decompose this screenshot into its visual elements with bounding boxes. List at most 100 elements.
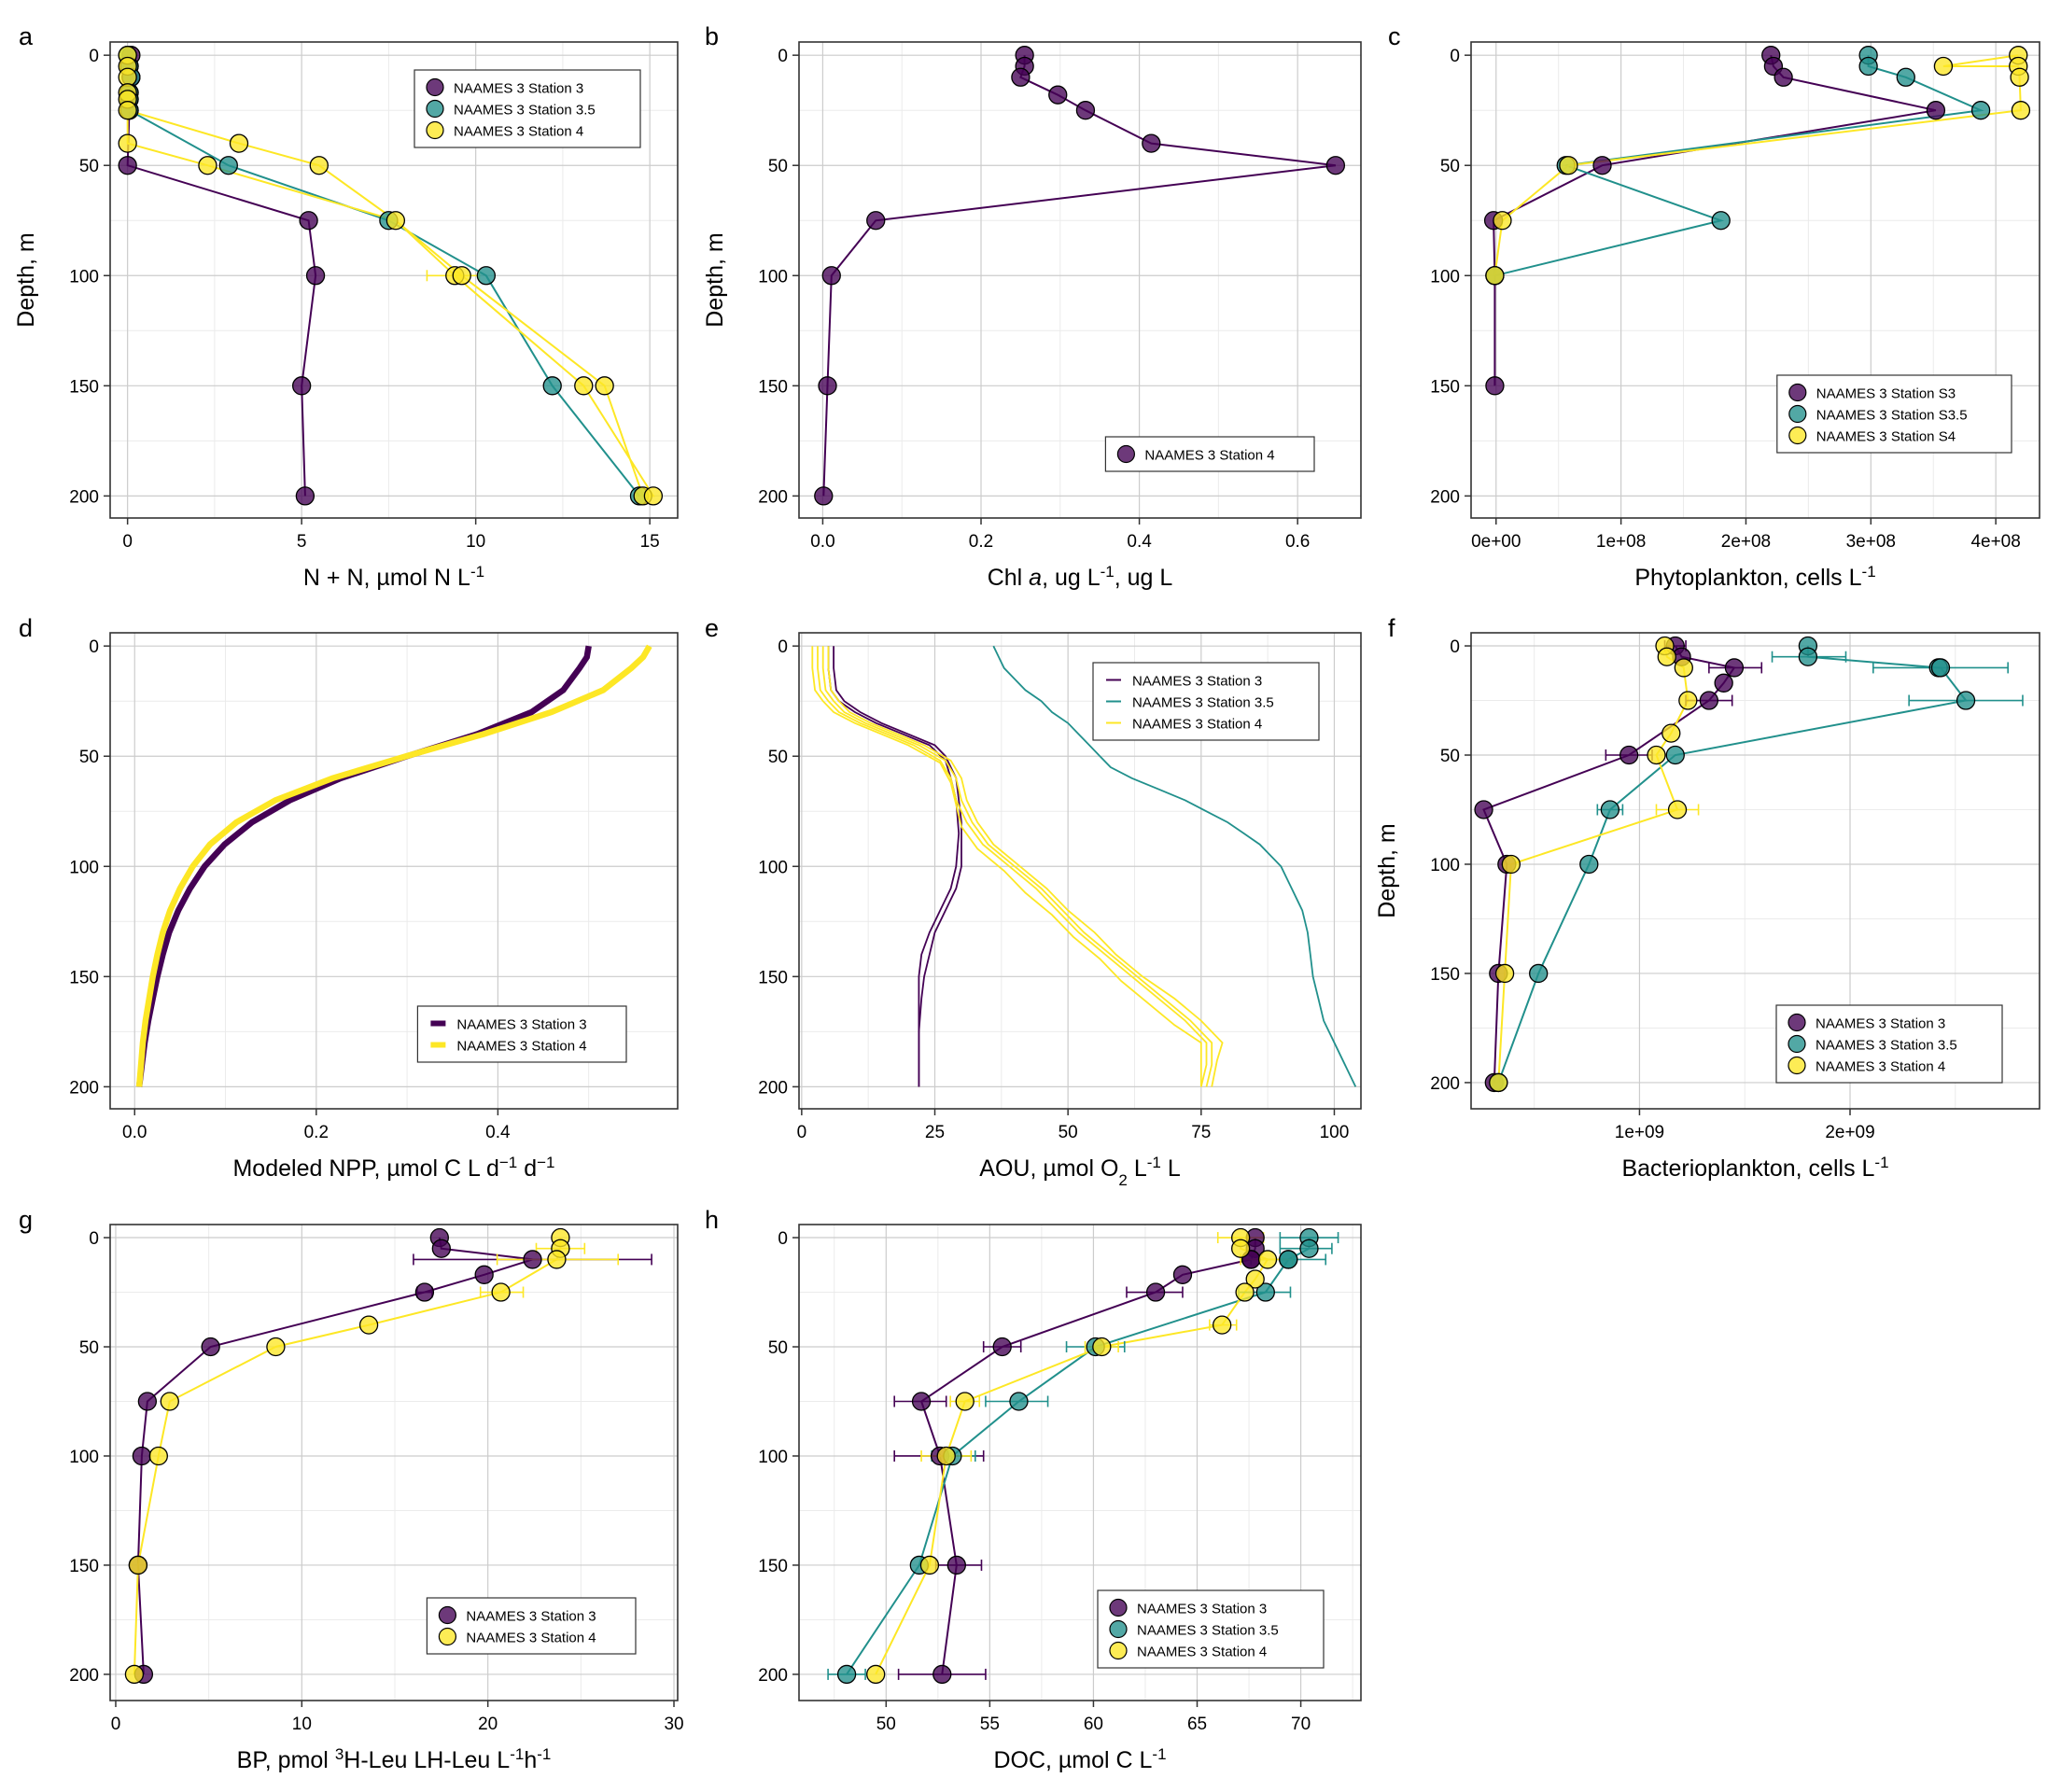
legend-key (1788, 1056, 1806, 1075)
data-point-f-0 (1619, 745, 1639, 765)
data-point-g-1 (547, 1250, 567, 1269)
data-point-f-0 (1474, 800, 1493, 819)
legend-key (1788, 426, 1807, 445)
data-point-f-1 (1930, 658, 1951, 678)
data-point-b-0 (814, 486, 834, 506)
legend-label: NAAMES 3 Station 3 (1137, 1602, 1267, 1617)
x-axis-label-part: −1 (537, 1154, 554, 1171)
x-tick-label: 1e+09 (1615, 1123, 1664, 1142)
data-point-g-1 (124, 1664, 145, 1685)
data-point-g-0 (523, 1250, 542, 1269)
data-point-g-1 (266, 1337, 286, 1357)
series-line-e-0 (833, 646, 962, 1087)
grid (799, 1225, 1361, 1701)
axes: 0.0 0.2 0.4 0 50 100 150 200 Modeled NPP, µmol C… (69, 637, 554, 1182)
x-tick-label: 10 (466, 532, 485, 552)
data-point-b-0 (1142, 133, 1161, 153)
data-point-a-0 (118, 156, 137, 175)
data-point-c-2 (1485, 266, 1505, 286)
x-tick-label: 50 (1059, 1123, 1078, 1142)
data-point-f-2 (1674, 658, 1693, 678)
panel-label: e (705, 614, 719, 642)
data-point-a-2 (574, 376, 594, 396)
data-point-h-1 (1299, 1239, 1319, 1258)
plot-area (1474, 636, 2024, 1093)
series-line-e-2 (811, 646, 1202, 1087)
y-tick-label: 0 (778, 637, 788, 657)
panel-label: a (19, 22, 34, 50)
data-point-f-0 (1714, 673, 1733, 693)
legend-label: NAAMES 3 Station 3.5 (1137, 1623, 1279, 1639)
legend-box (414, 69, 641, 148)
y-tick-label: 100 (69, 267, 99, 287)
data-point-b-0 (1075, 101, 1096, 120)
data-point-f-2 (1678, 691, 1698, 710)
legend-c: NAAMES 3 Station S3 NAAMES 3 Station S3.5… (1776, 374, 2012, 454)
y-tick-label: 0 (778, 1229, 788, 1249)
data-point-f-2 (1657, 647, 1676, 666)
x-axis-label: DOC, µmol C L-1 (993, 1745, 1166, 1774)
grid (799, 42, 1361, 518)
y-axis-label: Depth, m (702, 232, 728, 327)
series-line-d-0 (135, 645, 592, 1087)
data-point-g-0 (201, 1337, 220, 1357)
plot-frame (798, 1224, 1362, 1701)
x-axis-label-part: 2 (1118, 1171, 1127, 1189)
panel-e: e 0 25 50 75 100 0 50 100 150 200 AOU, µmol O2 L-1 … (705, 614, 1362, 1189)
x-tick-label: 20 (478, 1715, 498, 1734)
x-axis-label-part: h (524, 1747, 537, 1773)
y-tick-label: 100 (758, 1448, 788, 1467)
data-point-a-2 (118, 101, 137, 120)
x-tick-label: 100 (1320, 1123, 1350, 1142)
x-axis-label-part: a (1029, 565, 1042, 591)
y-tick-label: 200 (69, 1666, 99, 1686)
data-point-a-2 (595, 376, 614, 396)
y-tick-label: 0 (89, 1229, 99, 1249)
x-axis-label: Modeled NPP, µmol C L d−1 d−1 (232, 1154, 554, 1183)
panel-label: b (705, 22, 719, 50)
data-point-a-2 (452, 266, 471, 286)
legend-box (1092, 662, 1320, 741)
y-tick-label: 100 (69, 1448, 99, 1467)
data-point-h-0 (992, 1337, 1012, 1357)
legend-key (438, 1627, 456, 1646)
axes: 1e+09 2e+09 0 50 100 150 200 Bacterioplankton, … (1374, 637, 1889, 1182)
data-point-c-0 (1774, 67, 1793, 87)
data-point-f-1 (1665, 745, 1685, 765)
data-point-a-2 (643, 486, 664, 506)
data-point-h-1 (1009, 1392, 1029, 1411)
x-axis-label-part: BP, pmol (237, 1747, 335, 1773)
data-point-a-1 (476, 266, 496, 286)
y-tick-label: 150 (69, 968, 99, 987)
series-line-e-1 (992, 645, 1357, 1087)
x-axis-label: Chl a, ug L-1, ug L (988, 563, 1173, 592)
plot-frame (1470, 632, 2040, 1110)
data-point-g-0 (474, 1265, 494, 1284)
x-axis-label-part: d (517, 1155, 537, 1182)
data-point-g-1 (148, 1446, 168, 1466)
data-point-h-0 (946, 1555, 966, 1575)
y-tick-label: 50 (768, 157, 788, 176)
data-point-h-2 (936, 1446, 956, 1466)
plot-area (811, 645, 1357, 1087)
axes: 0e+00 1e+08 2e+08 3e+08 4e+08 0 50 100 150 200 Phy… (1430, 47, 2021, 591)
data-point-c-2 (2010, 67, 2029, 87)
x-axis-label-part: Modeled NPP, µmol C L (232, 1155, 481, 1182)
data-point-a-2 (386, 211, 406, 231)
y-tick-label: 150 (758, 968, 788, 987)
data-point-f-1 (1529, 963, 1549, 984)
legend-label: NAAMES 3 Station 3 (456, 1017, 586, 1033)
data-point-a-2 (229, 133, 249, 153)
data-point-g-0 (431, 1239, 451, 1258)
legend-label: NAAMES 3 Station 3 (1816, 1016, 1945, 1032)
axes: 50 55 60 65 70 0 50 100 150 200 DOC, µmol C L-1 (758, 1229, 1311, 1773)
data-point-c-2 (1493, 211, 1512, 231)
panel-label: g (19, 1206, 33, 1234)
data-point-c-2 (1559, 156, 1578, 175)
legend-box (426, 1597, 637, 1655)
x-axis-label-part: 3 (335, 1745, 344, 1763)
x-tick-label: 2e+09 (1825, 1123, 1874, 1142)
